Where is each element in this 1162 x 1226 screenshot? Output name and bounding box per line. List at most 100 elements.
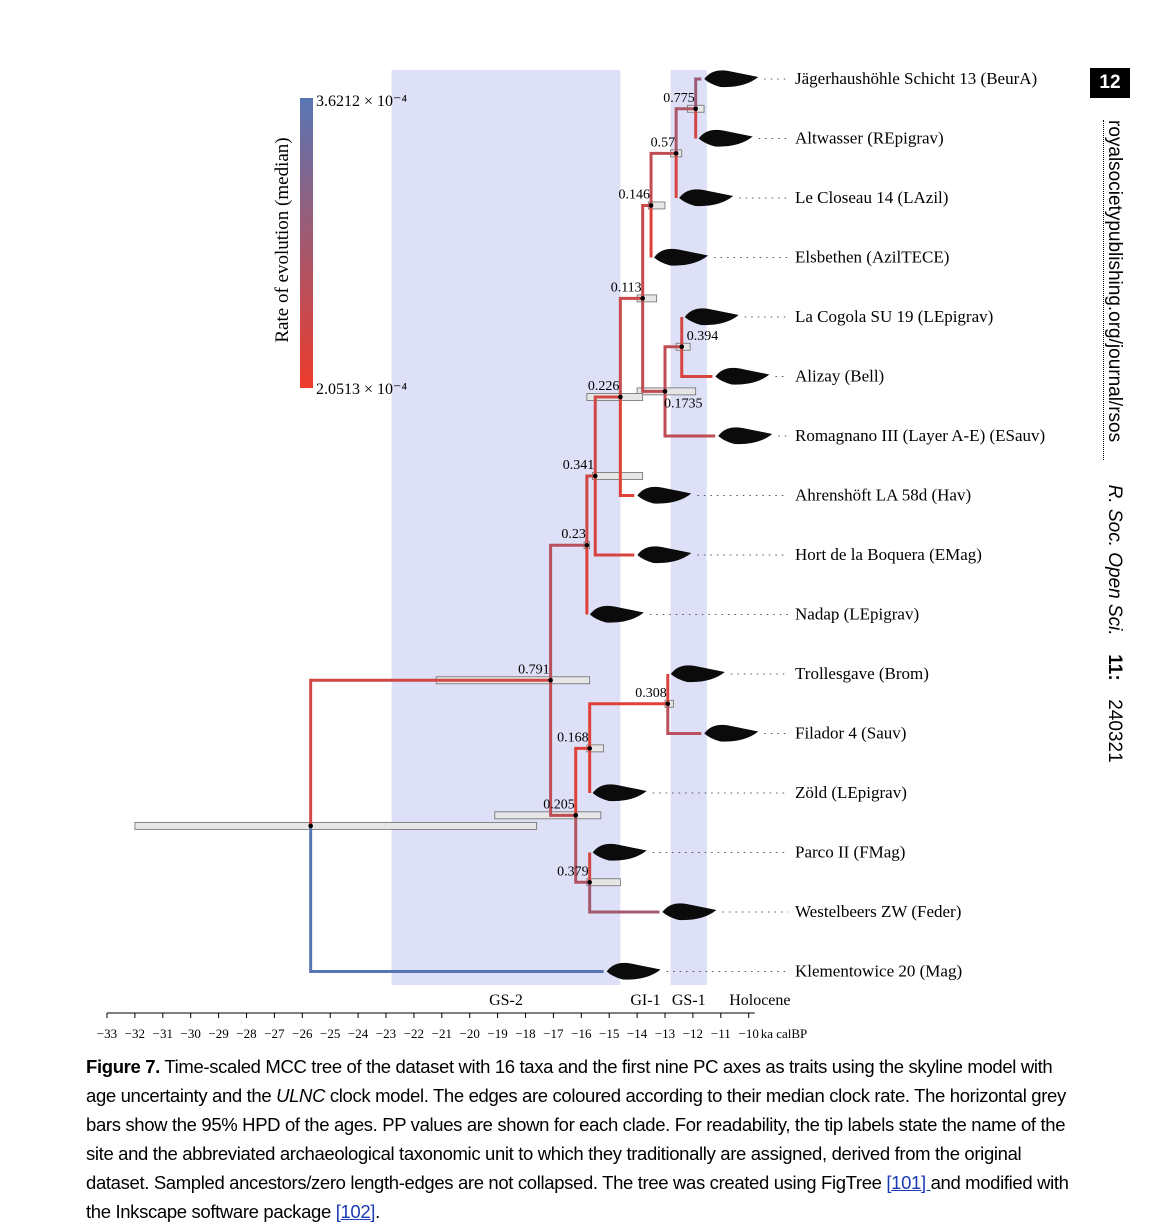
axis-tick-label: −32 xyxy=(125,1026,145,1041)
pp-value-label: 0.308 xyxy=(635,686,667,701)
rate-colorbar xyxy=(300,98,313,388)
tree-branch xyxy=(618,396,635,497)
tip-label: Westelbeers ZW (Feder) xyxy=(795,902,961,921)
axis-tick-label: −25 xyxy=(320,1026,340,1041)
tip-label: Jägerhaushöhle Schicht 13 (BeurA) xyxy=(795,69,1037,88)
axis-tick-label: −17 xyxy=(543,1026,564,1041)
axis-tick-label: −33 xyxy=(97,1026,117,1041)
period-labels: GS-2 GI-1 GS-1 Holocene xyxy=(489,992,790,1009)
node-dot xyxy=(592,473,598,479)
tree-branch xyxy=(585,474,596,546)
artefact-silhouette xyxy=(637,486,692,504)
tree-branch xyxy=(641,203,652,299)
tip-label: Elsbethen (AzilTECE) xyxy=(795,248,949,267)
tree-branch xyxy=(641,298,665,393)
artefact-silhouette xyxy=(654,248,709,266)
axis-unit-label: ka calBP xyxy=(761,1026,808,1041)
hpd-bar xyxy=(494,811,602,820)
axis-tick-label: −14 xyxy=(627,1026,648,1041)
tree-branch xyxy=(549,543,587,681)
tree-branch xyxy=(618,296,643,397)
pp-value-label: 0.791 xyxy=(518,662,550,677)
axis-tick-label: −27 xyxy=(264,1026,285,1041)
artefact-silhouette xyxy=(662,903,717,921)
pp-value-label: 0.57 xyxy=(651,135,676,150)
tree-nodes: 0.775 0.57 0.146 0.113 0.394 0.1735 0.226 0.341… xyxy=(308,91,718,885)
artefact-silhouette xyxy=(589,605,644,623)
axis-tick-label: −13 xyxy=(655,1026,675,1041)
node-dot xyxy=(640,296,645,301)
pp-value-label: 0.23 xyxy=(561,527,586,542)
axis-tick-label: −16 xyxy=(571,1026,592,1041)
axis-tick-label: −20 xyxy=(460,1026,480,1041)
page-number: 12 xyxy=(1090,68,1130,98)
period-label: Holocene xyxy=(729,992,790,1009)
period-bands xyxy=(391,70,707,985)
axis-tick-label: −15 xyxy=(599,1026,619,1041)
reference-link-101[interactable]: [101] xyxy=(886,1172,931,1193)
period-band-gs-1 xyxy=(670,70,707,985)
caption-text-1: Time-scaled MCC tree of the dataset with… xyxy=(86,1056,1053,1106)
artefact-silhouette xyxy=(715,367,770,385)
rate-legend: 3.6212 × 10⁻⁴ 2.0513 × 10⁻⁴ Rate of evol… xyxy=(272,93,407,398)
axis-tick-label: −28 xyxy=(236,1026,256,1041)
pp-value-label: 0.775 xyxy=(663,91,695,106)
rate-legend-title: Rate of evolution (median) xyxy=(272,137,293,342)
axis-tick-label: −19 xyxy=(487,1026,507,1041)
tree-branch xyxy=(309,825,604,973)
tip-label: Klementowice 20 (Mag) xyxy=(795,962,962,981)
axis-tick-label: −24 xyxy=(348,1026,369,1041)
tip-label: Nadap (LEpigrav) xyxy=(795,605,919,624)
pp-value-label: 0.226 xyxy=(588,379,620,394)
caption-label: Figure 7. xyxy=(86,1056,160,1077)
node-dot xyxy=(584,542,590,548)
pp-value-label: 0.113 xyxy=(611,280,642,295)
tree-branch xyxy=(694,77,702,109)
node-dot xyxy=(665,701,671,707)
artefact-silhouette xyxy=(704,70,759,88)
axis-tick-label: −29 xyxy=(208,1026,228,1041)
pp-value-label: 0.146 xyxy=(619,187,651,202)
tree-branch xyxy=(666,703,702,735)
node-dot xyxy=(573,813,579,818)
axis-tick-label: −12 xyxy=(683,1026,703,1041)
tip-label: La Cogola SU 19 (LEpigrav) xyxy=(795,307,993,326)
tree-branch xyxy=(593,395,621,476)
tip-label: Trollesgave (Brom) xyxy=(795,664,929,683)
axis-tick-label: −23 xyxy=(376,1026,396,1041)
node-dot xyxy=(587,746,592,751)
figure-caption: Figure 7. Time-scaled MCC tree of the da… xyxy=(86,1052,1076,1226)
axis-tick-label: −22 xyxy=(404,1026,424,1041)
artefact-silhouette xyxy=(670,665,725,683)
artefact-silhouette xyxy=(637,546,692,564)
artefact-silhouettes xyxy=(589,70,773,980)
tree-branch xyxy=(680,346,713,378)
tree-branch xyxy=(549,680,576,817)
tree-branch xyxy=(309,678,551,826)
tree-edges xyxy=(309,77,716,973)
node-dot xyxy=(618,394,623,400)
tree-branch xyxy=(588,882,660,914)
axis-tick-label: −10 xyxy=(739,1026,759,1041)
node-dot xyxy=(308,823,313,829)
reference-link-102[interactable]: [102] xyxy=(335,1201,376,1222)
tree-branch xyxy=(574,815,590,884)
tip-label: Ahrenshöft LA 58d (Hav) xyxy=(795,486,971,505)
caption-text-3: and modified with the Inkscape software … xyxy=(86,1172,1069,1222)
caption-italic-term: ULNC xyxy=(276,1085,326,1106)
pp-value-label: 0.379 xyxy=(557,864,589,879)
artefact-silhouette xyxy=(679,189,734,207)
artefact-silhouette xyxy=(592,843,647,861)
artefact-silhouette xyxy=(592,784,647,802)
tip-label: Romagnano III (Layer A-E) (ESauv) xyxy=(795,426,1045,445)
artefact-silhouette xyxy=(698,129,753,147)
axis-tick-label: −26 xyxy=(292,1026,313,1041)
node-dot xyxy=(548,677,553,683)
hpd-bar xyxy=(134,821,538,830)
tip-label: Parco II (FMag) xyxy=(795,843,905,862)
phylogenetic-tree-figure: 3.6212 × 10⁻⁴ 2.0513 × 10⁻⁴ Rate of evol… xyxy=(97,69,1045,1041)
pp-value-label: 0.341 xyxy=(563,458,595,473)
rate-min-label: 2.0513 × 10⁻⁴ xyxy=(316,381,407,398)
period-band-gs-2 xyxy=(391,70,621,985)
